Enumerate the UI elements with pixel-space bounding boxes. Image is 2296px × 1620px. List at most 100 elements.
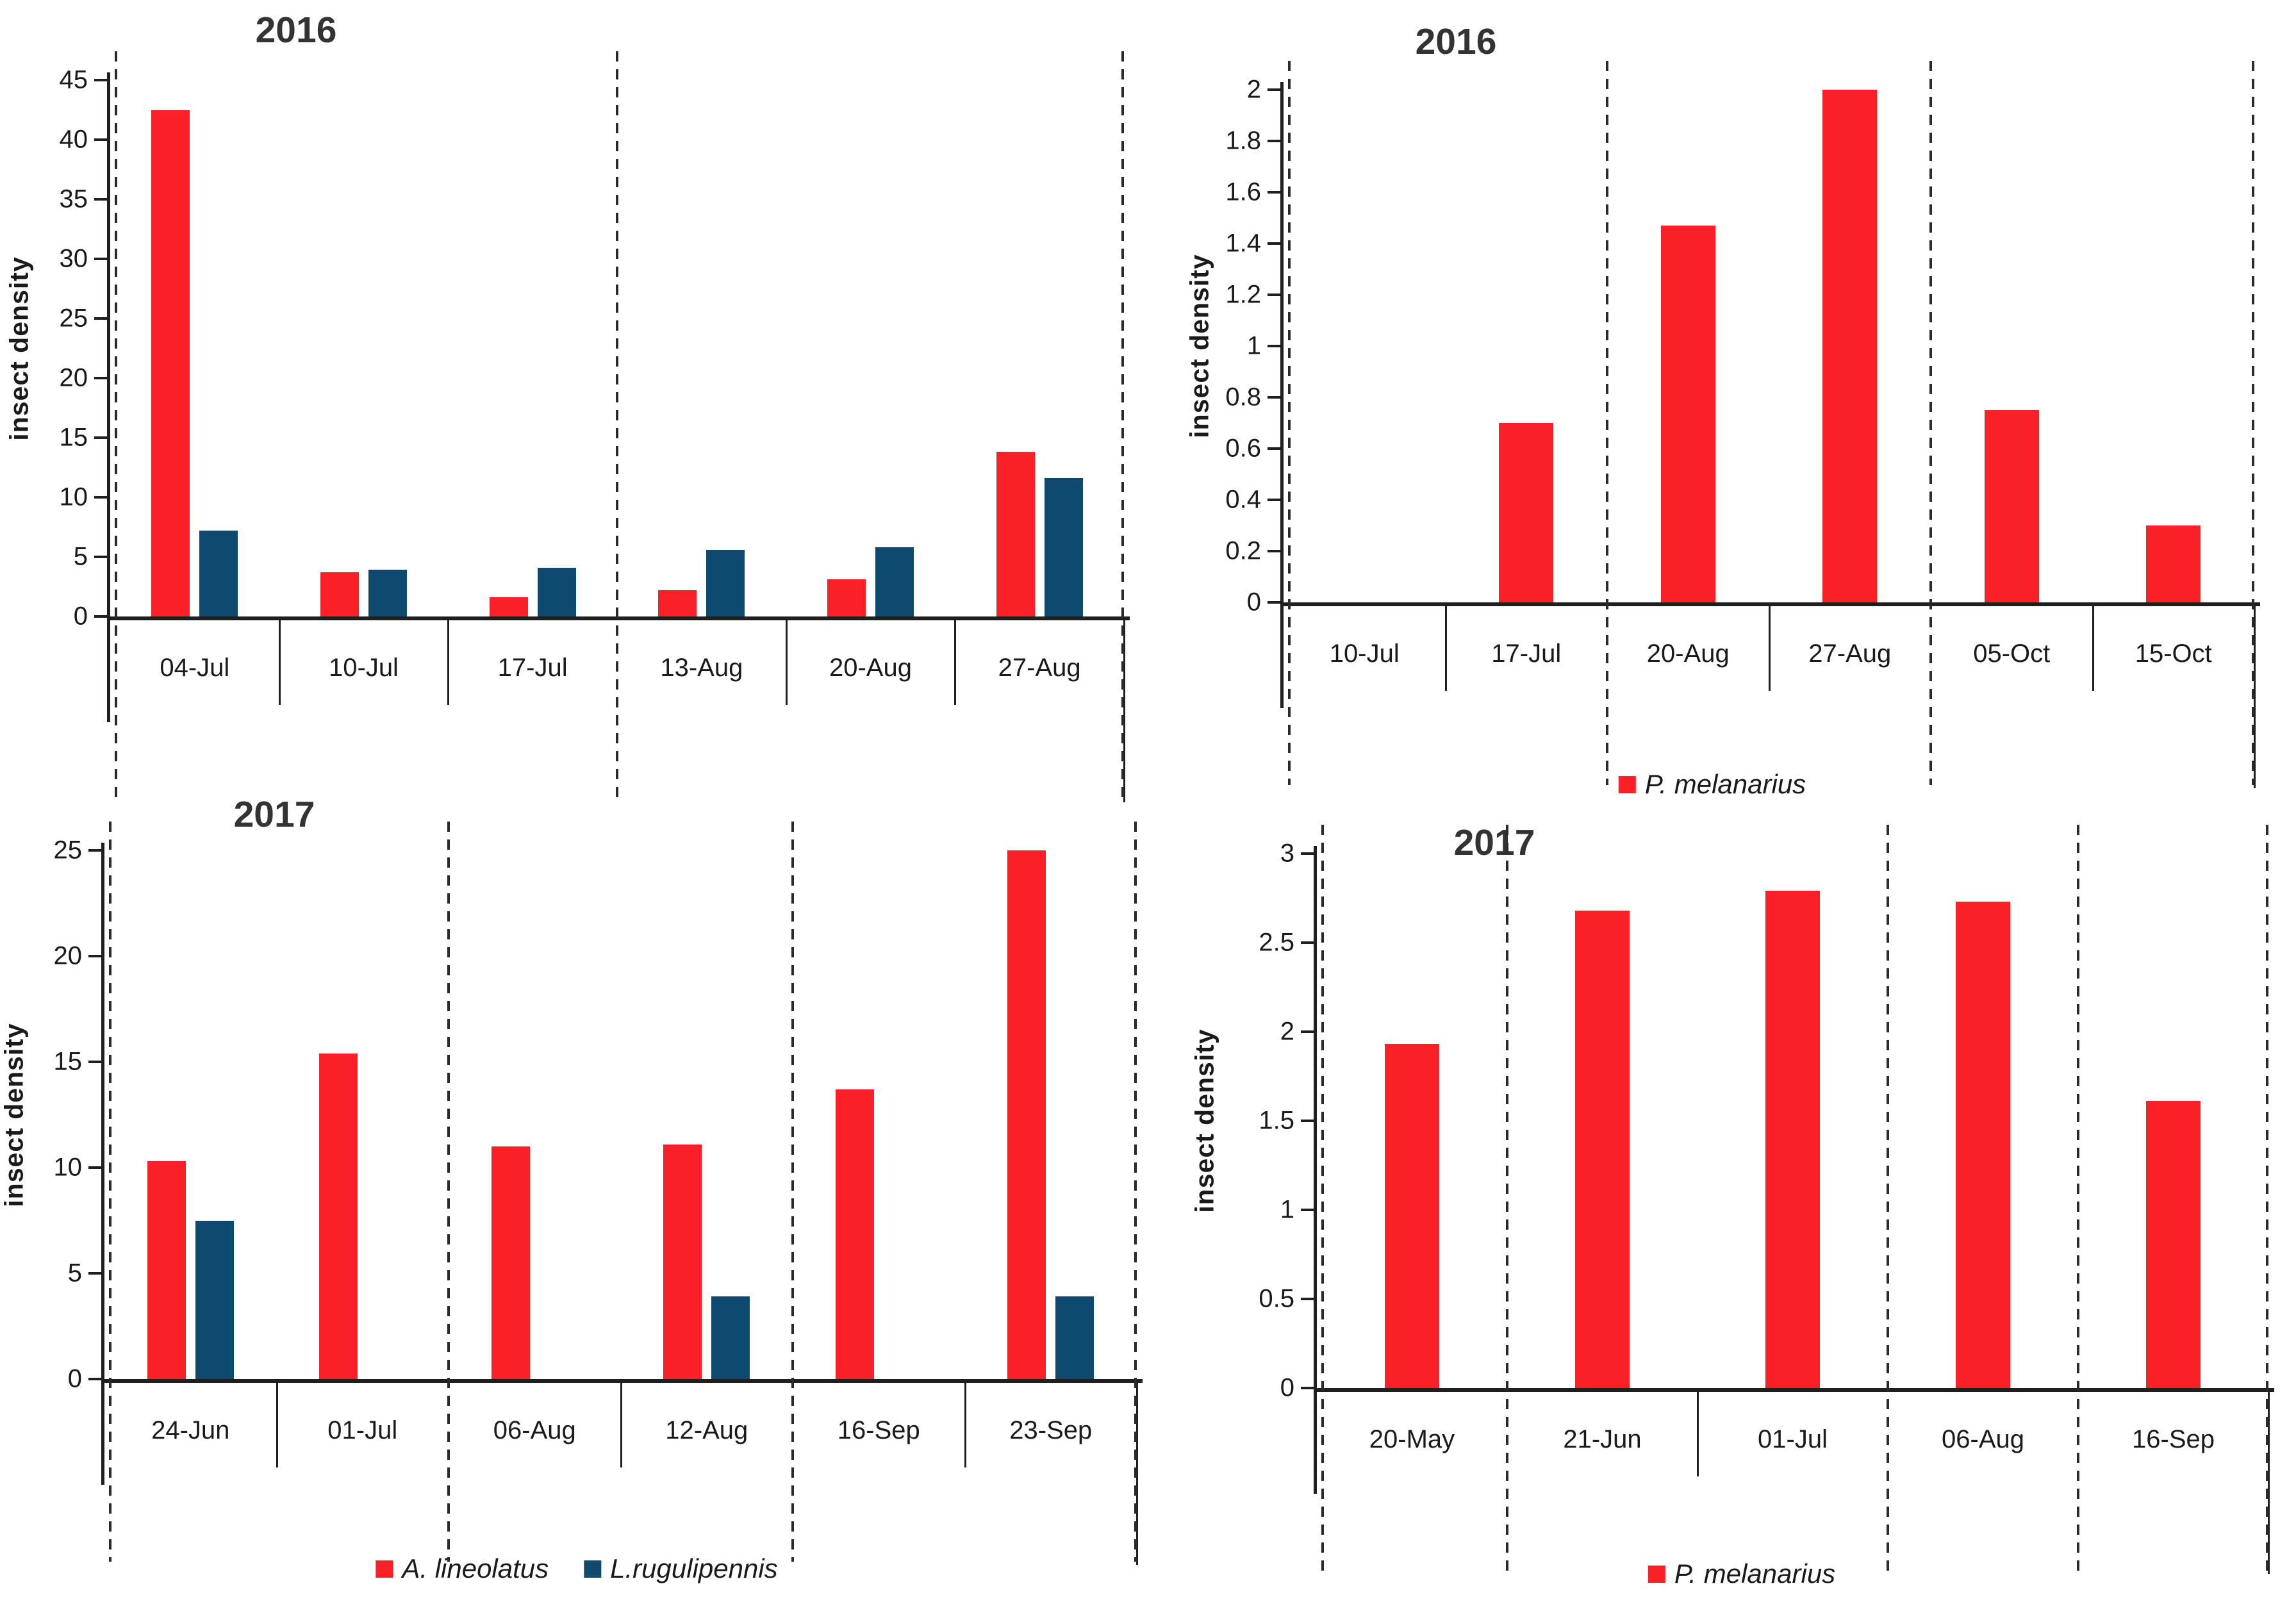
y-tick-label: 10 xyxy=(59,483,88,511)
y-tick-label: 5 xyxy=(67,1259,82,1287)
chart-title: 2017 xyxy=(233,794,315,835)
category-separator xyxy=(620,1379,622,1467)
y-tick-label: 0 xyxy=(1246,588,1261,616)
bar-l-rugulipennis-13-aug xyxy=(706,549,745,616)
legend: P. melanarius xyxy=(1618,769,1806,800)
dashed-separator xyxy=(791,822,794,1562)
y-tick-label: 1 xyxy=(1280,1195,1294,1224)
bar-a-lineolatus-20-aug xyxy=(827,579,866,616)
y-tick-label: 30 xyxy=(59,244,88,273)
x-label-24-jun: 24-Jun xyxy=(151,1416,230,1444)
y-tick-mark xyxy=(88,955,101,957)
y-tick-mark xyxy=(88,849,101,852)
x-axis xyxy=(1314,1388,2274,1392)
legend-label: P. melanarius xyxy=(1644,769,1806,799)
y-tick-label: 0.6 xyxy=(1225,434,1261,463)
y-tick-mark xyxy=(1268,601,1280,604)
bar-a-lineolatus-04-jul xyxy=(151,110,190,616)
y-tick-label: 25 xyxy=(59,304,88,333)
x-axis xyxy=(107,616,1130,620)
bar-a-lineolatus-23-sep xyxy=(1007,850,1046,1379)
dashed-separator xyxy=(2266,825,2268,1571)
category-separator xyxy=(1444,602,1447,691)
x-label-17-jul: 17-Jul xyxy=(497,654,568,682)
y-tick-mark xyxy=(1268,140,1280,142)
bar-p-melanarius-06-aug xyxy=(1956,902,2010,1388)
y-tick-mark xyxy=(94,79,107,81)
y-tick-label: 0.5 xyxy=(1259,1284,1294,1313)
y-tick-mark xyxy=(1301,1387,1314,1389)
y-tick-mark xyxy=(88,1378,101,1380)
x-label-16-sep: 16-Sep xyxy=(837,1416,920,1444)
bar-l-rugulipennis-23-sep xyxy=(1055,1296,1094,1379)
x-label-21-jun: 21-Jun xyxy=(1563,1425,1642,1453)
x-label-01-jul: 01-Jul xyxy=(1758,1425,1828,1453)
x-label-15-oct: 15-Oct xyxy=(2135,640,2212,668)
y-axis xyxy=(107,72,110,722)
y-tick-mark xyxy=(94,377,107,379)
y-tick-label: 5 xyxy=(73,542,88,571)
y-tick-mark xyxy=(88,1272,101,1275)
y-tick-label: 0 xyxy=(1280,1373,1294,1402)
y-tick-mark xyxy=(1301,1030,1314,1033)
y-tick-label: 15 xyxy=(59,423,88,452)
bar-a-lineolatus-01-jul xyxy=(319,1053,358,1379)
dashed-separator xyxy=(447,822,450,1562)
x-label-04-jul: 04-Jul xyxy=(160,654,230,682)
bar-a-lineolatus-06-aug xyxy=(491,1146,530,1379)
bar-l-rugulipennis-24-jun xyxy=(195,1220,234,1379)
legend: A. lineolatus L.rugulipennis xyxy=(376,1553,778,1584)
x-label-10-jul: 10-Jul xyxy=(1329,640,1400,668)
y-tick-mark xyxy=(1268,447,1280,450)
y-tick-mark xyxy=(94,615,107,618)
legend-swatch-red xyxy=(1648,1565,1665,1583)
y-tick-label: 2.5 xyxy=(1259,928,1294,957)
y-tick-mark xyxy=(1268,191,1280,194)
y-tick-mark xyxy=(88,1061,101,1063)
bar-p-melanarius-20-aug xyxy=(1660,226,1715,602)
dashed-separator xyxy=(2077,825,2079,1571)
bar-l-rugulipennis-04-jul xyxy=(199,531,238,616)
bar-a-lineolatus-24-jun xyxy=(147,1161,186,1379)
bar-a-lineolatus-10-jul xyxy=(320,572,359,616)
x-label-20-may: 20-May xyxy=(1369,1425,1455,1453)
y-tick-mark xyxy=(1301,852,1314,855)
y-tick-mark xyxy=(94,138,107,141)
bar-l-rugulipennis-27-aug xyxy=(1044,478,1083,616)
bar-l-rugulipennis-10-jul xyxy=(368,570,407,616)
bar-p-melanarius-27-aug xyxy=(1822,90,1878,602)
bar-p-melanarius-01-jul xyxy=(1765,891,1820,1388)
legend-item: P. melanarius xyxy=(1648,1558,1835,1589)
y-tick-mark xyxy=(88,1166,101,1169)
plot-right-edge xyxy=(1136,1379,1138,1565)
y-tick-label: 40 xyxy=(59,125,88,154)
dashed-separator xyxy=(1288,61,1291,785)
bar-p-melanarius-15-oct xyxy=(2146,525,2201,602)
bar-l-rugulipennis-12-aug xyxy=(711,1296,750,1379)
legend: P. melanarius xyxy=(1648,1558,1835,1589)
y-axis xyxy=(1280,82,1284,708)
y-tick-label: 1.8 xyxy=(1225,126,1261,155)
y-tick-label: 35 xyxy=(59,185,88,213)
y-tick-mark xyxy=(94,198,107,201)
dashed-separator xyxy=(1606,61,1608,785)
dashed-separator xyxy=(109,822,111,1562)
x-axis xyxy=(1280,602,2260,606)
x-label-13-aug: 13-Aug xyxy=(660,654,743,682)
category-separator xyxy=(964,1379,966,1467)
y-tick-label: 2 xyxy=(1246,75,1261,104)
y-tick-mark xyxy=(94,496,107,499)
plot-right-edge xyxy=(1123,616,1125,802)
y-tick-mark xyxy=(1268,293,1280,296)
category-separator xyxy=(1697,1388,1699,1476)
legend-label: P. melanarius xyxy=(1674,1558,1836,1589)
y-tick-label: 20 xyxy=(59,363,88,392)
y-tick-mark xyxy=(1268,396,1280,399)
bar-a-lineolatus-16-sep xyxy=(835,1089,874,1379)
bar-l-rugulipennis-20-aug xyxy=(875,547,914,616)
y-tick-mark xyxy=(1301,1120,1314,1122)
legend-item: L.rugulipennis xyxy=(584,1553,778,1584)
bar-p-melanarius-16-sep xyxy=(2146,1101,2201,1388)
y-tick-mark xyxy=(94,317,107,320)
dashed-separator xyxy=(1929,61,1932,785)
